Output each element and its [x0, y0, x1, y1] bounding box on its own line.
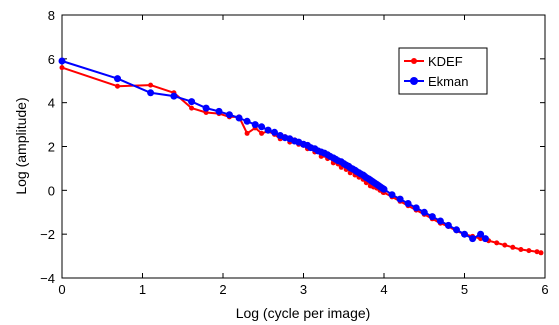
data-point-ekman [469, 235, 477, 243]
data-point-kdef [526, 248, 532, 254]
data-point-ekman [251, 121, 259, 129]
data-point-ekman [477, 230, 485, 238]
x-tick-label: 3 [300, 282, 307, 297]
data-point-kdef [189, 105, 195, 111]
legend-label-ekman: Ekman [428, 74, 468, 89]
data-point-kdef [244, 130, 250, 136]
data-point-ekman [114, 75, 121, 83]
data-point-ekman [436, 217, 444, 225]
data-point-ekman [428, 213, 436, 221]
data-point-ekman [225, 111, 233, 119]
data-point-kdef [115, 83, 120, 89]
data-point-ekman [444, 221, 452, 229]
x-tick-label: 0 [58, 282, 65, 297]
y-axis-title: Log (amplitude) [13, 97, 29, 194]
y-axis: −4 −2 0 2 4 6 8 [40, 8, 545, 286]
data-point-ekman [243, 117, 251, 125]
data-point-ekman [380, 185, 388, 193]
y-tick-label: 2 [48, 140, 55, 155]
x-tick-label: 2 [219, 282, 226, 297]
legend-label-kdef: KDEF [428, 54, 463, 69]
data-point-ekman [202, 104, 210, 112]
x-tick-label: 5 [461, 282, 468, 297]
data-point-kdef [502, 242, 508, 248]
series-ekman [58, 57, 489, 243]
data-point-ekman [264, 126, 272, 134]
y-tick-label: 0 [48, 183, 55, 198]
data-point-ekman [147, 89, 155, 97]
y-tick-label: −4 [40, 271, 55, 286]
data-point-ekman [258, 123, 266, 131]
data-point-ekman [271, 128, 278, 136]
data-point-kdef [59, 65, 65, 71]
data-point-ekman [170, 92, 178, 100]
data-point-ekman [188, 98, 196, 106]
data-point-kdef [538, 250, 544, 256]
data-point-kdef [148, 82, 154, 88]
x-tick-label: 1 [139, 282, 146, 297]
data-point-ekman [420, 208, 428, 216]
x-axis: 0 1 2 3 4 5 6 [58, 15, 549, 297]
legend: KDEF Ekman [398, 47, 488, 95]
data-point-kdef [534, 249, 540, 255]
data-point-ekman [404, 200, 412, 207]
data-point-kdef [259, 130, 265, 136]
series-group [58, 57, 544, 256]
x-axis-title: Log (cycle per image) [236, 305, 371, 321]
data-point-ekman [453, 226, 460, 234]
data-point-ekman [412, 204, 420, 212]
data-point-ekman [58, 57, 66, 65]
data-point-ekman [396, 195, 404, 203]
series-line-kdef [61, 66, 542, 254]
data-point-ekman [481, 235, 489, 243]
legend-box [398, 47, 488, 95]
data-point-kdef [510, 244, 516, 250]
legend-marker-ekman [410, 77, 418, 85]
x-tick-label: 6 [541, 282, 548, 297]
data-point-kdef [518, 247, 524, 252]
data-point-ekman [235, 114, 243, 122]
y-tick-label: −2 [40, 227, 55, 242]
y-tick-label: 4 [48, 96, 55, 111]
y-tick-label: 6 [48, 52, 55, 67]
data-point-ekman [215, 107, 223, 115]
data-point-ekman [461, 230, 468, 238]
data-point-kdef [494, 240, 500, 246]
x-tick-label: 4 [380, 282, 387, 297]
data-point-ekman [388, 191, 396, 199]
y-tick-label: 8 [48, 8, 55, 23]
legend-marker-kdef [411, 58, 417, 64]
